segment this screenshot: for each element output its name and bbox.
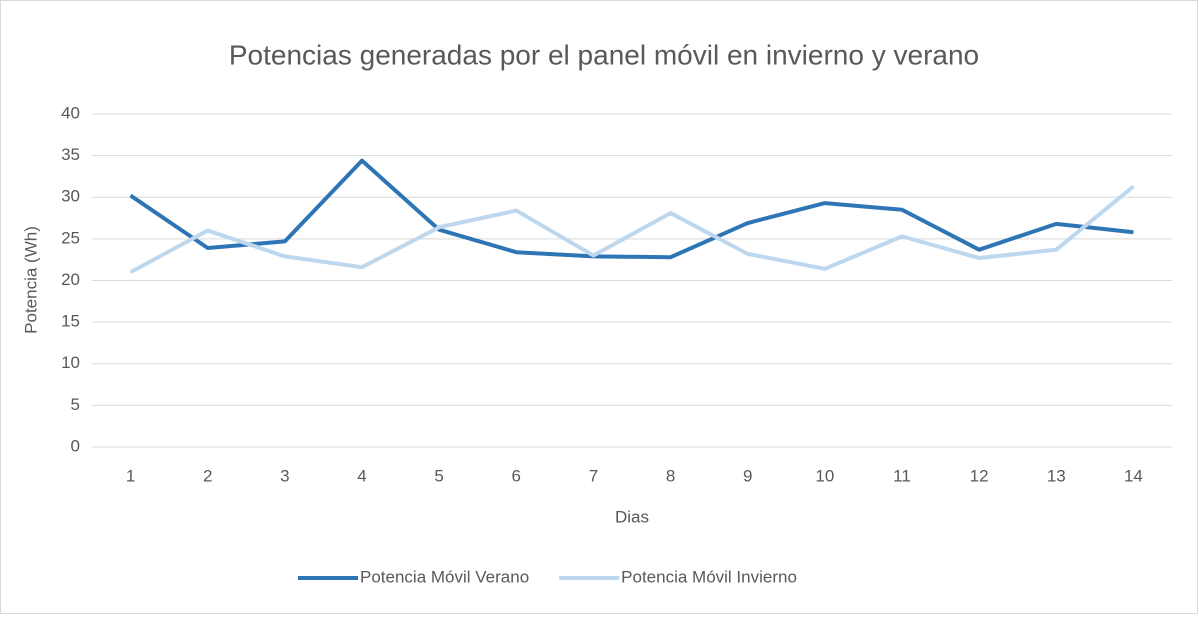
chart-title: Potencias generadas por el panel móvil e… — [229, 39, 979, 70]
y-tick-label: 5 — [71, 395, 80, 414]
x-axis-label: Dias — [615, 507, 649, 526]
x-tick-label: 7 — [589, 466, 598, 485]
y-tick-label: 25 — [61, 228, 80, 247]
legend-label: Potencia Móvil Verano — [360, 567, 529, 586]
y-tick-label: 20 — [61, 270, 80, 289]
y-tick-label: 30 — [61, 187, 80, 206]
x-tick-label: 6 — [512, 466, 521, 485]
x-tick-label: 2 — [203, 466, 212, 485]
x-tick-label: 12 — [970, 466, 989, 485]
x-tick-label: 8 — [666, 466, 675, 485]
y-tick-label: 15 — [61, 312, 80, 331]
x-tick-label: 5 — [434, 466, 443, 485]
x-tick-label: 9 — [743, 466, 752, 485]
x-tick-label: 4 — [357, 466, 366, 485]
legend-label: Potencia Móvil Invierno — [621, 567, 797, 586]
y-tick-label: 0 — [71, 436, 80, 455]
x-tick-label: 11 — [893, 466, 911, 485]
y-axis-label: Potencia (Wh) — [21, 226, 40, 334]
x-tick-label: 13 — [1047, 466, 1066, 485]
x-tick-label: 14 — [1124, 466, 1143, 485]
x-tick-label: 1 — [126, 466, 135, 485]
y-tick-label: 10 — [61, 353, 80, 372]
line-series — [129, 158, 1134, 260]
y-tick-label: 35 — [61, 145, 80, 164]
line-series — [129, 184, 1135, 274]
x-tick-label: 10 — [815, 466, 834, 485]
x-tick-label: 3 — [280, 466, 289, 485]
y-tick-label: 40 — [61, 103, 80, 122]
